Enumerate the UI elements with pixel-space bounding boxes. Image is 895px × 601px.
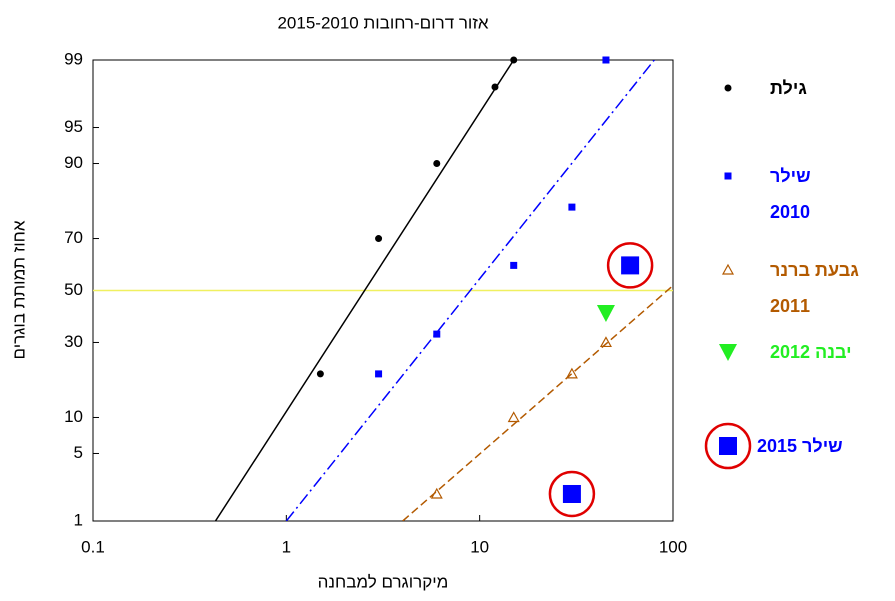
legend-label: גבעת ברנר 2011	[770, 260, 859, 316]
y-tick-label: 1	[74, 510, 83, 529]
y-tick-label: 50	[64, 280, 83, 299]
legend-ring	[704, 422, 752, 470]
point	[491, 83, 499, 91]
x-tick-label: 10	[470, 537, 489, 556]
legend-marker	[719, 344, 737, 361]
point	[430, 487, 443, 499]
legend-marker	[724, 172, 732, 180]
point	[433, 330, 441, 338]
point	[375, 235, 383, 243]
point	[433, 160, 441, 168]
point	[507, 411, 520, 423]
point	[621, 256, 640, 275]
point-ring	[606, 242, 654, 289]
y-tick-label: 99	[64, 49, 83, 68]
fit-line	[402, 284, 673, 521]
point	[510, 56, 518, 64]
legend-label: שילר 2015	[757, 436, 843, 456]
point	[599, 336, 612, 348]
point	[562, 484, 581, 503]
y-tick-label: 30	[64, 332, 83, 351]
point	[375, 370, 383, 378]
point-ring	[548, 470, 596, 518]
fit-line	[285, 60, 655, 521]
legend-marker	[721, 263, 735, 275]
x-tick-label: 1	[282, 537, 291, 556]
legend-label: יבנה 2012	[770, 342, 852, 362]
point	[568, 203, 576, 211]
fit-line	[214, 60, 515, 521]
point	[565, 367, 578, 379]
point	[602, 56, 610, 64]
point	[510, 261, 518, 269]
point	[596, 305, 615, 323]
y-tick-label: 70	[64, 228, 83, 247]
legend-marker	[724, 84, 732, 92]
y-tick-label: 95	[64, 117, 83, 136]
point	[316, 370, 324, 378]
x-axis-label: מיקרוגרם למבחנה	[318, 572, 449, 591]
x-tick-label: 100	[659, 537, 687, 556]
legend-marker	[719, 437, 737, 455]
legend-label: שילר 2010	[770, 166, 811, 222]
x-tick-label: 0.1	[81, 537, 105, 556]
y-axis-label: אחוז תמותת בוגרים	[9, 220, 28, 359]
y-tick-label: 10	[64, 407, 83, 426]
y-tick-label: 90	[64, 153, 83, 172]
y-tick-label: 5	[74, 443, 83, 462]
legend-label: גילת	[770, 78, 807, 98]
chart-title: אזור דרום-רחובות 2015-2010	[277, 13, 488, 32]
